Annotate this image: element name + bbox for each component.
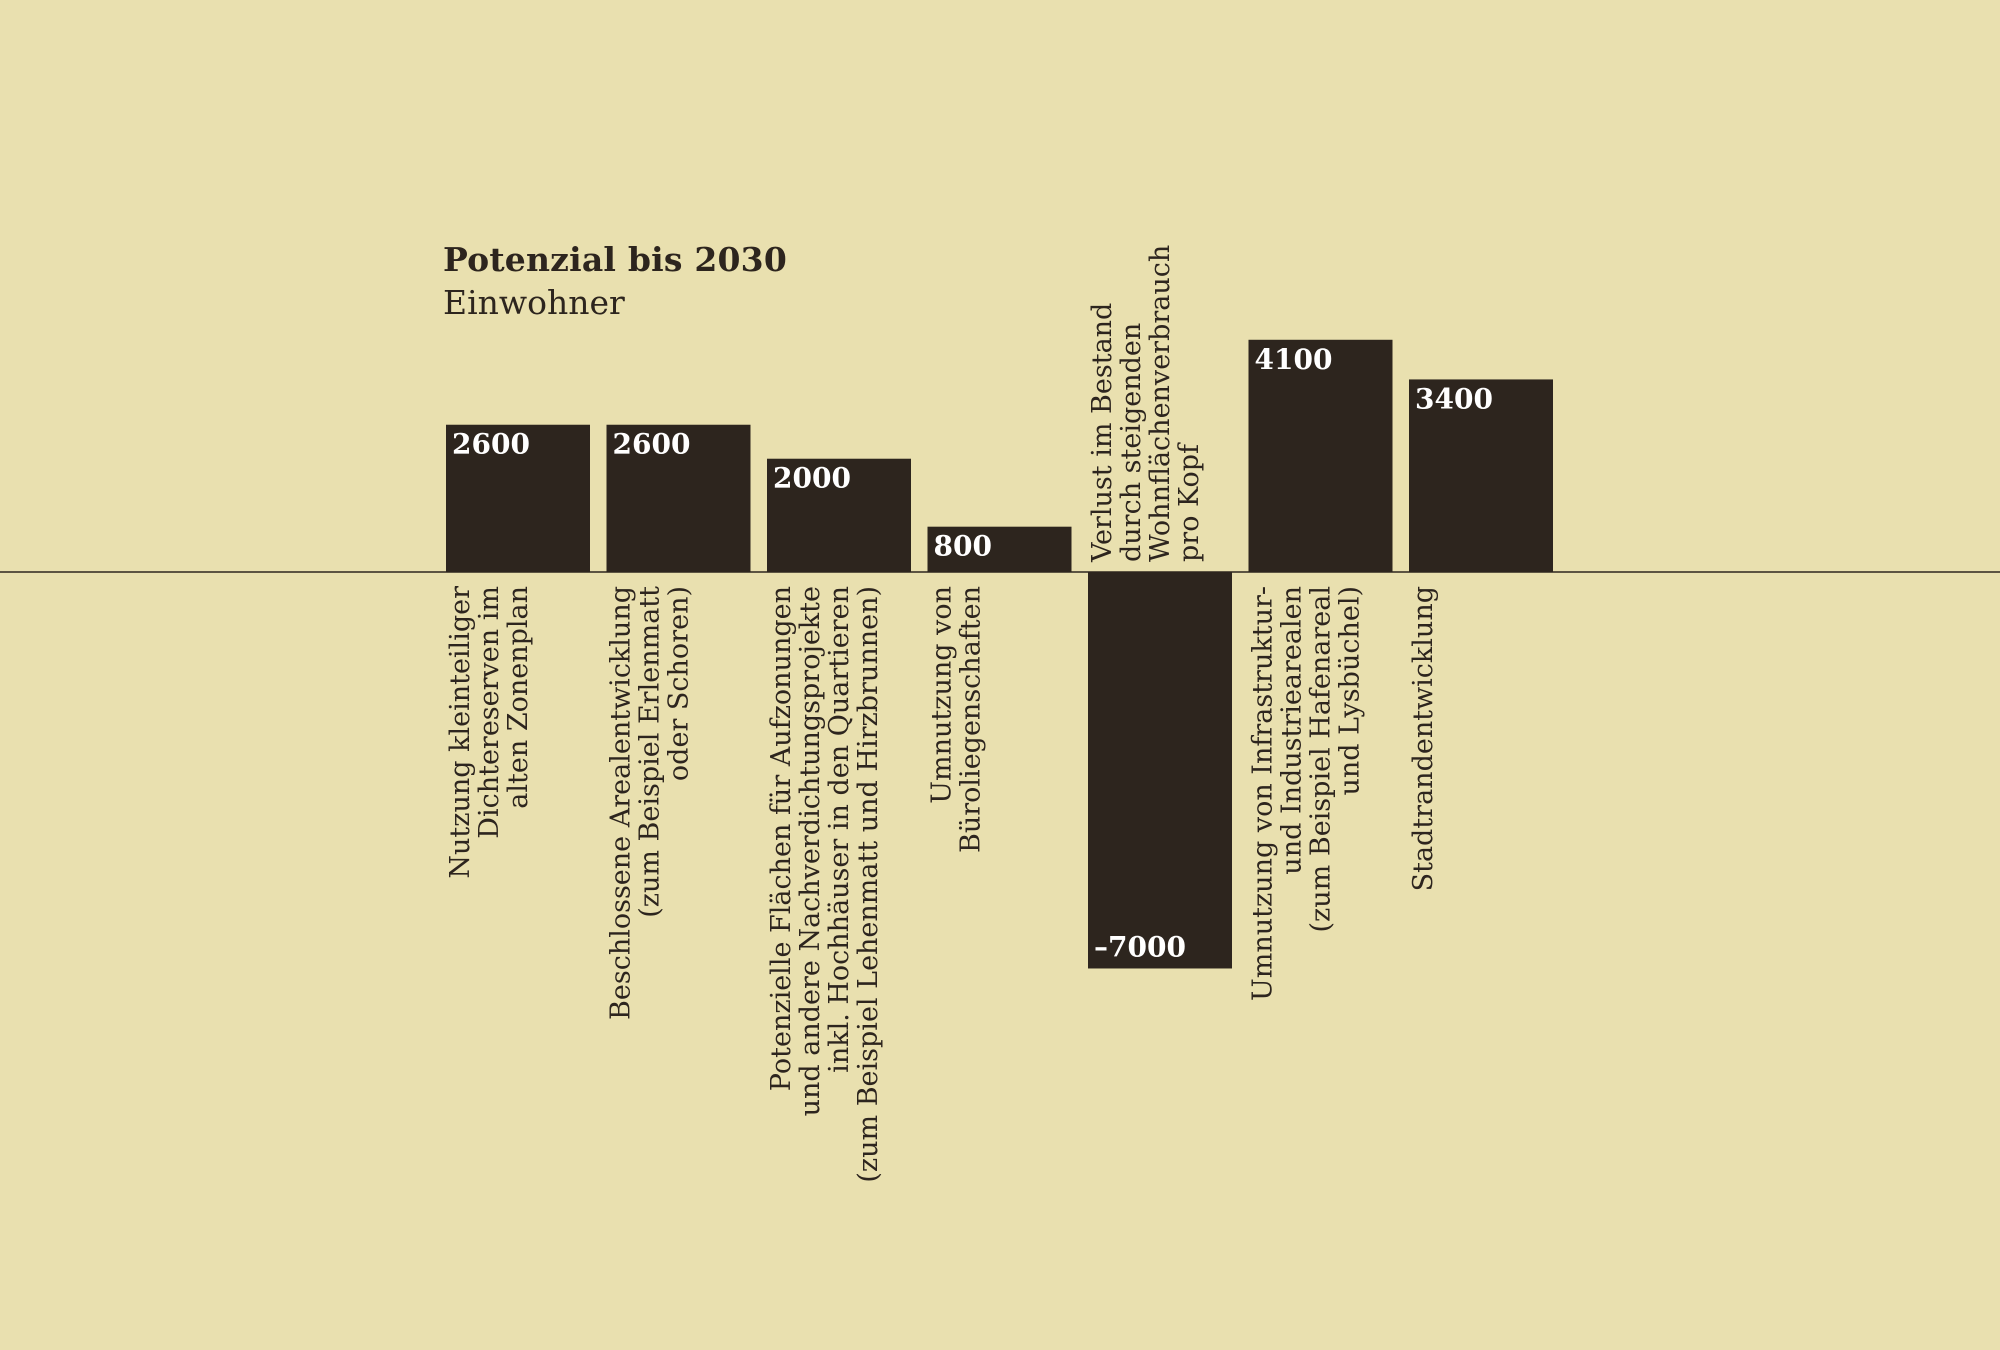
bar-value-label-2: 2600 (613, 428, 691, 461)
bar-1 (446, 424, 590, 572)
svg-text:Umnutzung vonBüroliegenschafte: Umnutzung vonBüroliegenschaften (927, 586, 987, 853)
bar-2 (606, 424, 751, 572)
bar-value-label-6: 4100 (1255, 343, 1333, 376)
category-label-1: Nutzung kleinteiligerDichtereserven imal… (445, 586, 534, 879)
category-label-5: Verlust im Bestanddurch steigendenWohnfl… (1087, 245, 1205, 563)
svg-text:Verlust im Bestanddurch steige: Verlust im Bestanddurch steigendenWohnfl… (1087, 245, 1205, 563)
svg-text:Nutzung kleinteiligerDichteres: Nutzung kleinteiligerDichtereserven imal… (445, 586, 534, 879)
svg-text:Potenzielle Flächen für Aufzon: Potenzielle Flächen für Aufzonungenund a… (766, 586, 884, 1183)
bar-3 (767, 458, 911, 572)
category-label-3: Potenzielle Flächen für Aufzonungenund a… (766, 586, 884, 1183)
category-label-6: Umnutzung von Infrastruktur-und Industri… (1248, 586, 1366, 1001)
svg-text:Umnutzung von Infrastruktur-un: Umnutzung von Infrastruktur-und Industri… (1248, 586, 1366, 1001)
bar-value-label-7: 3400 (1415, 382, 1493, 415)
category-label-7: Stadtrandentwicklung (1408, 586, 1439, 891)
bar-5 (1088, 572, 1232, 969)
bar-6 (1248, 339, 1393, 572)
category-label-2: Beschlossene Arealentwicklung(zum Beispi… (606, 586, 695, 1020)
bar-value-label-1: 2600 (452, 428, 530, 461)
category-label-4: Umnutzung vonBüroliegenschaften (927, 586, 987, 853)
svg-text:Beschlossene Arealentwicklung(: Beschlossene Arealentwicklung(zum Beispi… (606, 586, 695, 1020)
svg-text:Stadtrandentwicklung: Stadtrandentwicklung (1408, 586, 1439, 891)
bar-value-label-3: 2000 (773, 462, 851, 495)
chart-subtitle: Einwohner (443, 283, 625, 322)
bar-7 (1409, 379, 1553, 572)
chart-title: Potenzial bis 2030 (443, 240, 787, 279)
bar-value-label-4: 800 (934, 530, 992, 563)
bar-value-label-5: –7000 (1094, 930, 1186, 963)
bar-4 (927, 526, 1072, 572)
